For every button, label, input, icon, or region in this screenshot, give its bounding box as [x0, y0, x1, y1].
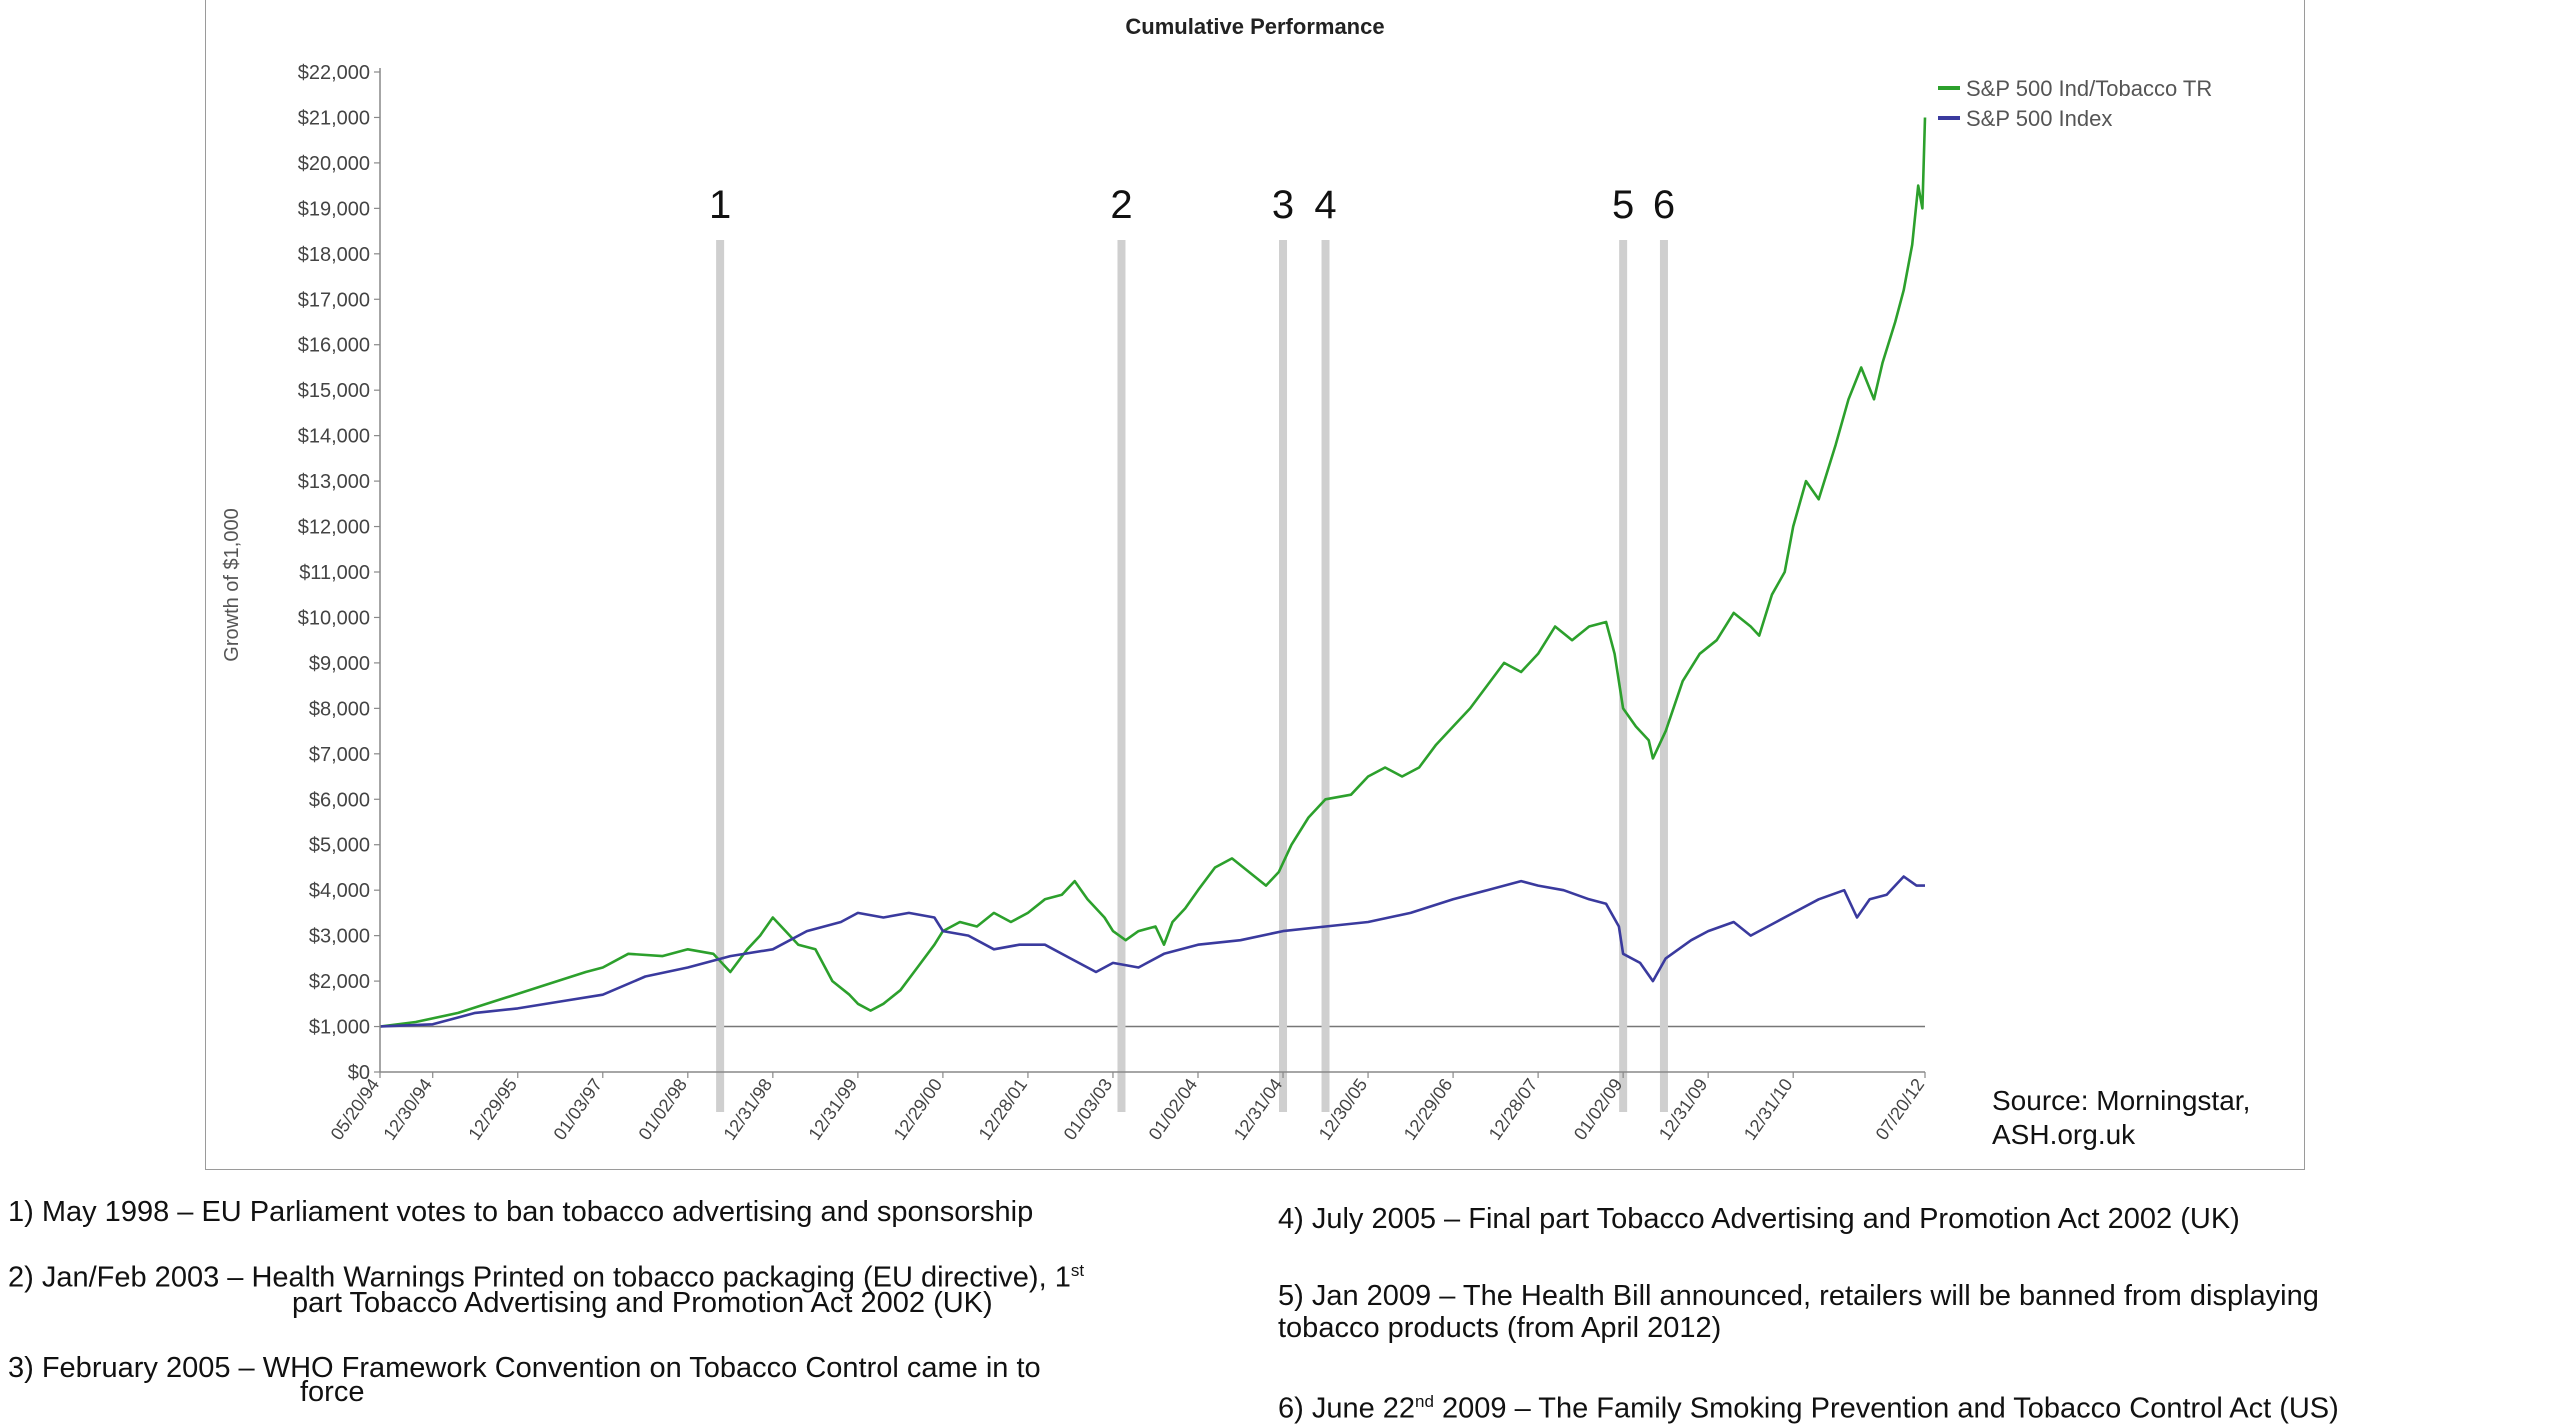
- note-2-superscript: st: [1070, 1261, 1085, 1280]
- x-tick-label: 12/31/99: [805, 1075, 862, 1144]
- event-marker-2: [1117, 240, 1126, 1112]
- series-line-sp500: [379, 875, 1925, 1028]
- event-label-3: 3: [1272, 183, 1294, 227]
- y-tick-label: $0: [348, 1062, 370, 1084]
- chart-frame: [205, 0, 2305, 1170]
- y-tick-label: $15,000: [298, 380, 370, 402]
- event-marker-6: [1659, 240, 1668, 1112]
- event-label-2: 2: [1110, 183, 1132, 227]
- y-tick-label: $11,000: [299, 562, 370, 584]
- y-tick-label: $8,000: [309, 698, 370, 720]
- x-tick-label: 05/20/94: [327, 1075, 384, 1144]
- y-tick-label: $16,000: [298, 335, 370, 357]
- x-tick-label: 01/02/09: [1570, 1075, 1627, 1144]
- y-tick-label: $4,000: [309, 880, 370, 902]
- note-2-line-1: 2) Jan/Feb 2003 – Health Warnings Printe…: [8, 1262, 1084, 1293]
- note-3-line-2: force: [300, 1376, 365, 1408]
- x-tick-label: 12/28/07: [1485, 1075, 1542, 1144]
- y-tick-label: $6,000: [309, 789, 370, 811]
- series-line-tobacco: [379, 117, 1927, 1028]
- x-tick-label: 12/31/04: [1230, 1075, 1287, 1144]
- x-tick-label: 01/02/04: [1145, 1075, 1202, 1144]
- y-tick-label: $13,000: [298, 471, 370, 493]
- note-4: 4) July 2005 – Final part Tobacco Advert…: [1278, 1203, 2240, 1235]
- note-6-text-b: 2009 – The Family Smoking Prevention and…: [1433, 1392, 2339, 1425]
- event-marker-1: [716, 240, 725, 1112]
- y-tick-label: $9,000: [309, 653, 370, 675]
- event-marker-4: [1321, 240, 1330, 1112]
- event-label-4: 4: [1314, 183, 1336, 227]
- note-2-line-2: part Tobacco Advertising and Promotion A…: [292, 1287, 993, 1319]
- y-tick-label: $19,000: [298, 198, 370, 220]
- x-tick-label: 12/30/94: [379, 1075, 436, 1144]
- x-tick-label: 12/31/10: [1740, 1075, 1797, 1144]
- y-tick-label: $17,000: [298, 289, 370, 311]
- y-axis-label: Growth of $1,000: [221, 508, 243, 661]
- note-6: 6) June 22nd 2009 – The Family Smoking P…: [1278, 1393, 2339, 1424]
- legend-label: S&P 500 Ind/Tobacco TR: [1966, 76, 2212, 101]
- x-tick-label: 07/20/12: [1872, 1075, 1929, 1144]
- y-tick-label: $21,000: [298, 107, 370, 129]
- y-tick-label: $1,000: [309, 1017, 370, 1039]
- chart-title: Cumulative Performance: [1125, 14, 1384, 39]
- y-tick-label: $18,000: [298, 244, 370, 266]
- note-3-line-1: 3) February 2005 – WHO Framework Convent…: [8, 1352, 1041, 1384]
- y-tick-label: $10,000: [298, 607, 370, 629]
- event-marker-3: [1279, 240, 1288, 1112]
- event-marker-5: [1619, 240, 1628, 1112]
- source-note-line-1: Source: Morningstar,: [1992, 1085, 2250, 1116]
- y-tick-label: $2,000: [309, 971, 370, 993]
- event-label-5: 5: [1612, 183, 1634, 227]
- y-tick-label: $7,000: [309, 744, 370, 766]
- note-2-text: 2) Jan/Feb 2003 – Health Warnings Printe…: [8, 1261, 1071, 1294]
- y-tick-label: $5,000: [309, 835, 370, 857]
- x-tick-label: 12/31/98: [720, 1075, 777, 1144]
- legend-label: S&P 500 Index: [1966, 106, 2112, 131]
- y-tick-label: $20,000: [298, 153, 370, 175]
- note-1: 1) May 1998 – EU Parliament votes to ban…: [8, 1196, 1034, 1228]
- note-5-line-2: tobacco products (from April 2012): [1278, 1312, 1722, 1344]
- x-tick-label: 12/29/06: [1400, 1075, 1457, 1144]
- note-6-text-a: 6) June 22: [1278, 1392, 1416, 1425]
- event-label-1: 1: [709, 183, 731, 227]
- y-tick-label: $22,000: [298, 62, 370, 84]
- x-tick-label: 12/28/01: [975, 1075, 1032, 1144]
- x-tick-label: 12/29/00: [890, 1075, 947, 1144]
- x-tick-label: 12/29/95: [464, 1075, 521, 1144]
- note-6-superscript: nd: [1415, 1392, 1434, 1411]
- note-5-line-1: 5) Jan 2009 – The Health Bill announced,…: [1278, 1280, 2319, 1312]
- x-tick-label: 01/03/97: [549, 1075, 606, 1144]
- x-tick-label: 01/03/03: [1060, 1075, 1117, 1144]
- y-tick-label: $14,000: [298, 426, 370, 448]
- y-tick-label: $12,000: [298, 517, 370, 539]
- source-note-line-2: ASH.org.uk: [1992, 1119, 2136, 1150]
- event-label-6: 6: [1653, 183, 1675, 227]
- x-tick-label: 01/02/98: [635, 1075, 692, 1144]
- y-tick-label: $3,000: [309, 926, 370, 948]
